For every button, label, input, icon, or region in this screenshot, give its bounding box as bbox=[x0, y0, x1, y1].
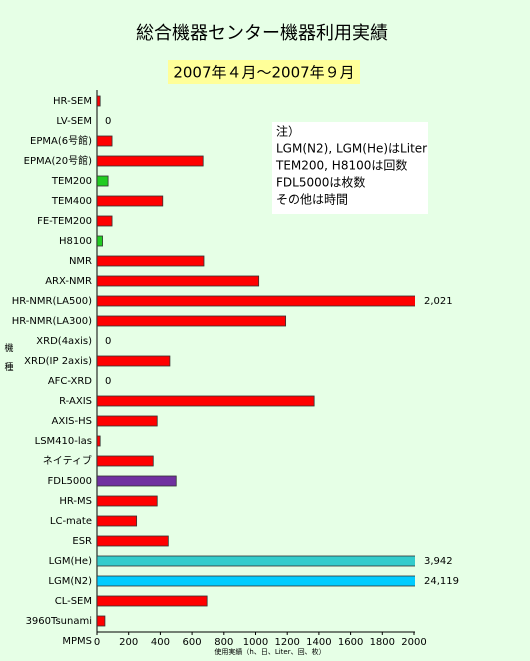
value-label: 0 bbox=[105, 336, 111, 347]
bar bbox=[97, 615, 106, 627]
x-tick-label: 1600 bbox=[338, 637, 363, 648]
subtitle-bg bbox=[168, 60, 360, 84]
value-label: 0 bbox=[105, 376, 111, 387]
bar bbox=[97, 495, 158, 507]
x-tick-label: 0 bbox=[94, 637, 100, 648]
bar bbox=[97, 575, 415, 587]
y-tick-label: TEM400 bbox=[51, 196, 92, 207]
y-tick-label: HR-SEM bbox=[53, 96, 92, 107]
y-tick-label: EPMA(20号館) bbox=[24, 154, 92, 167]
note-box bbox=[272, 122, 428, 214]
y-tick-label: ARX-NMR bbox=[45, 276, 92, 287]
note-line: その他は時間 bbox=[276, 193, 348, 207]
x-axis-label: 使用実績（h、日、Liter、回、枚） bbox=[214, 647, 325, 656]
bar bbox=[97, 435, 101, 447]
chart-subtitle: 2007年４月～2007年９月 bbox=[173, 64, 354, 82]
x-tick-label: 1200 bbox=[274, 637, 299, 648]
y-tick-label: LGM(He) bbox=[49, 556, 93, 567]
y-tick-label: R-AXIS bbox=[59, 396, 92, 407]
note-line: 注） bbox=[276, 124, 300, 139]
y-tick-label: AXIS-HS bbox=[52, 416, 92, 427]
x-tick-label: 1400 bbox=[306, 637, 331, 648]
y-tick-label: HR-NMR(LA500) bbox=[12, 296, 92, 307]
value-label: 2,021 bbox=[424, 296, 453, 307]
bar bbox=[97, 415, 158, 427]
y-tick-label: FDL5000 bbox=[48, 476, 92, 487]
y-tick-label: LV-SEM bbox=[56, 116, 92, 127]
bar bbox=[97, 355, 171, 367]
bar bbox=[97, 155, 204, 167]
bar bbox=[97, 515, 138, 527]
x-tick-label: 400 bbox=[151, 637, 170, 648]
bar bbox=[97, 255, 205, 267]
y-tick-label: HR-NMR(LA300) bbox=[12, 316, 92, 327]
y-tick-label: LSM410-las bbox=[35, 436, 92, 447]
y-tick-label: ESR bbox=[72, 536, 92, 547]
bar bbox=[97, 555, 415, 567]
bar bbox=[97, 595, 208, 607]
note-line: FDL5000は枚数 bbox=[276, 175, 365, 190]
bar bbox=[97, 295, 415, 307]
x-tick-label: 1800 bbox=[370, 637, 395, 648]
y-axis-label: 機種 bbox=[3, 342, 14, 381]
x-tick-label: 200 bbox=[119, 637, 138, 648]
bar bbox=[97, 315, 287, 327]
y-tick-label: MPMS bbox=[62, 636, 92, 647]
bar bbox=[97, 175, 109, 187]
y-tick-label: XRD(IP 2axis) bbox=[24, 356, 92, 367]
value-label: 24,119 bbox=[424, 576, 459, 587]
bar bbox=[97, 475, 177, 487]
bar bbox=[97, 535, 169, 547]
bar bbox=[97, 275, 260, 287]
y-tick-label: LC-mate bbox=[50, 516, 92, 527]
x-tick-label: 2000 bbox=[401, 637, 426, 648]
value-label: 0 bbox=[105, 116, 111, 127]
bar bbox=[97, 135, 113, 147]
y-tick-label: ネイティブ bbox=[43, 454, 92, 467]
x-tick-label: 600 bbox=[183, 637, 202, 648]
y-tick-label: AFC-XRD bbox=[48, 376, 92, 387]
bar bbox=[97, 215, 113, 227]
y-tick-label: XRD(4axis) bbox=[36, 336, 92, 347]
y-tick-label: LGM(N2) bbox=[48, 576, 92, 587]
y-tick-label: NMR bbox=[69, 256, 92, 267]
y-tick-label: TEM200 bbox=[51, 176, 92, 187]
bar bbox=[97, 235, 103, 247]
y-tick-label: FE-TEM200 bbox=[37, 216, 92, 227]
chart-title: 総合機器センター機器利用実績 bbox=[136, 23, 388, 44]
x-tick-label: 1000 bbox=[243, 637, 268, 648]
bar bbox=[97, 395, 315, 407]
x-tick-label: 800 bbox=[214, 637, 233, 648]
note-line: LGM(N2), LGM(He)はLiter bbox=[276, 142, 427, 156]
bar bbox=[97, 195, 164, 207]
y-tick-label: H8100 bbox=[59, 236, 92, 247]
y-tick-label: EPMA(6号館) bbox=[30, 134, 92, 147]
y-tick-label: HR-MS bbox=[59, 496, 92, 507]
bar bbox=[97, 455, 154, 467]
value-label: 3,942 bbox=[424, 556, 453, 567]
bar bbox=[97, 95, 101, 107]
plot-area bbox=[97, 95, 415, 627]
y-tick-label: 3960Tsunami bbox=[26, 616, 92, 627]
y-tick-label: CL-SEM bbox=[55, 596, 92, 607]
note-line: TEM200, H8100は回数 bbox=[275, 158, 407, 173]
